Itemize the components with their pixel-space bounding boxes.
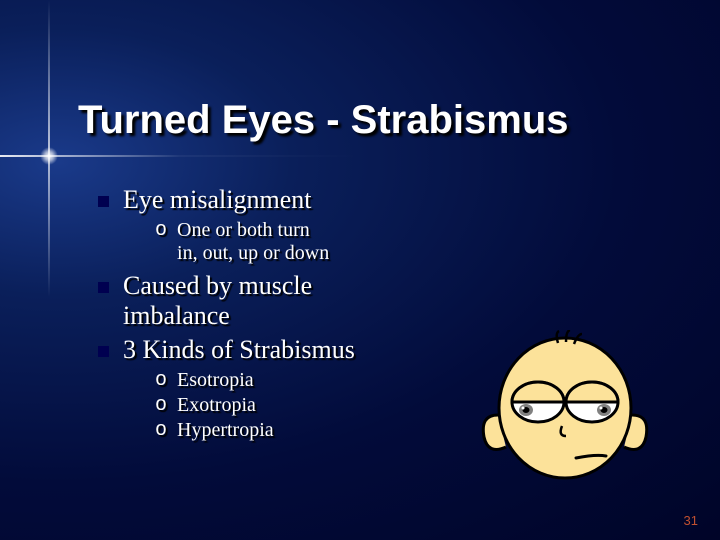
circle-bullet-icon: o — [155, 394, 167, 417]
cartoon-face — [480, 330, 650, 485]
sub-bullet-text: Exotropia — [177, 394, 256, 417]
page-number: 31 — [684, 513, 698, 528]
bullet-item: Caused by muscle imbalance — [98, 271, 355, 331]
slide-title: Turned Eyes - Strabismus — [78, 98, 569, 143]
sub-bullet-text: One or both turn in, out, up or down — [177, 219, 329, 265]
sub-bullet-list: o One or both turn in, out, up or down — [155, 219, 355, 265]
sub-bullet-item: o Hypertropia — [155, 419, 355, 442]
circle-bullet-icon: o — [155, 369, 167, 392]
circle-bullet-icon: o — [155, 419, 167, 442]
bullet-list: Eye misalignment o One or both turn in, ou… — [98, 185, 355, 448]
square-bullet-icon — [98, 196, 109, 207]
sub-bullet-text: Hypertropia — [177, 419, 274, 442]
highlight-left — [522, 407, 525, 410]
square-bullet-icon — [98, 346, 109, 357]
bullet-item: 3 Kinds of Strabismus — [98, 335, 355, 365]
bullet-text: Caused by muscle imbalance — [123, 271, 312, 331]
slide: Turned Eyes - Strabismus Eye misalignmen… — [0, 0, 720, 540]
highlight-right — [600, 407, 603, 410]
bullet-text: 3 Kinds of Strabismus — [123, 335, 355, 365]
bullet-text: Eye misalignment — [123, 185, 311, 215]
circle-bullet-icon: o — [155, 219, 167, 242]
sub-bullet-text: Esotropia — [177, 369, 254, 392]
square-bullet-icon — [98, 282, 109, 293]
sub-bullet-list: o Esotropia o Exotropia o Hypertropia — [155, 369, 355, 442]
bullet-item: Eye misalignment — [98, 185, 355, 215]
sub-bullet-item: o Exotropia — [155, 394, 355, 417]
sub-bullet-item: o Esotropia — [155, 369, 355, 392]
sub-bullet-item: o One or both turn in, out, up or down — [155, 219, 355, 265]
